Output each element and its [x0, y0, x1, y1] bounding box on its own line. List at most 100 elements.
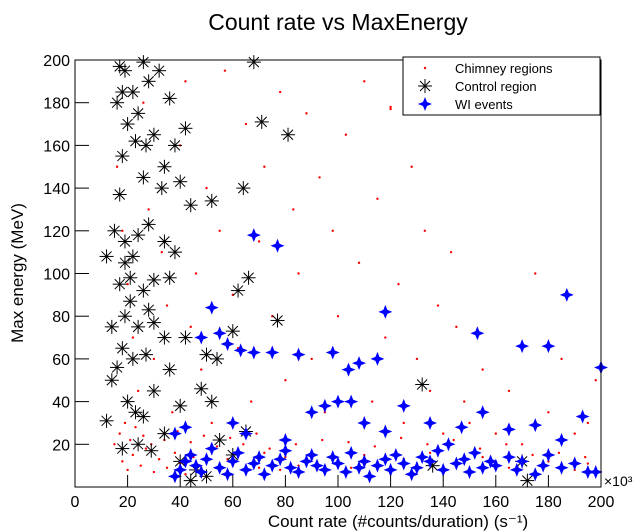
point — [430, 443, 445, 458]
legend-label: Chimney regions — [455, 61, 553, 76]
point — [396, 398, 411, 413]
x-tick-label: 60 — [224, 494, 242, 511]
point — [291, 465, 306, 480]
point — [436, 304, 440, 307]
marker-stroke — [119, 310, 131, 322]
x-axis-label: Count rate (#counts/duration) (s⁻¹) — [268, 512, 528, 531]
point — [362, 469, 377, 484]
point — [389, 105, 392, 109]
point — [402, 421, 405, 425]
marker-stroke — [116, 443, 128, 454]
point — [104, 373, 119, 388]
point — [225, 454, 240, 469]
point — [136, 170, 151, 185]
point — [204, 193, 219, 208]
marker-stroke — [243, 272, 254, 284]
point — [231, 283, 246, 298]
point — [584, 455, 587, 459]
point — [115, 341, 130, 356]
point — [212, 460, 227, 475]
point — [560, 357, 563, 361]
point — [241, 270, 256, 285]
marker-stroke — [132, 108, 144, 119]
point — [131, 319, 146, 334]
point — [210, 351, 225, 366]
point — [541, 447, 556, 462]
y-tick-label: 40 — [52, 395, 70, 412]
x-tick-label: 180 — [535, 494, 562, 511]
point — [305, 112, 308, 115]
marker-stroke — [214, 434, 226, 446]
marker-stroke — [145, 445, 157, 457]
point — [178, 330, 193, 345]
point — [475, 405, 490, 420]
point — [200, 368, 203, 371]
legend-label: WI events — [455, 97, 513, 112]
point — [99, 249, 114, 264]
point — [384, 336, 387, 339]
point — [520, 443, 524, 446]
point — [396, 456, 411, 471]
point — [117, 234, 132, 249]
point — [123, 421, 127, 425]
marker-stroke — [159, 428, 170, 439]
marker-stroke — [114, 189, 126, 200]
point — [383, 462, 398, 477]
point — [310, 357, 313, 361]
point — [376, 197, 379, 200]
point — [580, 465, 595, 480]
point — [225, 324, 240, 339]
marker-stroke — [148, 129, 160, 141]
point — [141, 74, 156, 89]
point — [370, 351, 385, 366]
point — [126, 282, 129, 286]
marker-stroke — [164, 272, 176, 284]
point — [147, 208, 150, 211]
point — [121, 229, 124, 232]
point — [165, 466, 169, 469]
marker-stroke — [138, 285, 149, 296]
point — [457, 452, 472, 467]
point — [292, 208, 295, 211]
marker-stroke — [169, 140, 181, 151]
point — [281, 127, 296, 142]
marker-stroke — [153, 65, 165, 77]
point — [123, 270, 138, 285]
marker-stroke — [180, 332, 191, 343]
point — [373, 445, 377, 448]
point — [304, 447, 319, 462]
point — [128, 134, 143, 149]
point — [462, 465, 477, 480]
point — [515, 454, 530, 469]
point — [409, 460, 424, 475]
point — [507, 466, 511, 469]
point — [118, 432, 121, 435]
point — [270, 238, 285, 253]
point — [397, 282, 400, 286]
marker-stroke — [148, 274, 160, 286]
point — [278, 433, 293, 448]
marker-stroke — [248, 56, 260, 68]
marker-stroke — [522, 475, 533, 486]
point — [120, 394, 135, 409]
point — [573, 432, 576, 435]
point — [410, 165, 413, 168]
x-tick-label: 80 — [277, 494, 295, 511]
point — [278, 468, 282, 472]
point — [173, 462, 188, 477]
point — [283, 460, 298, 475]
point — [131, 336, 135, 339]
point — [121, 460, 124, 463]
point — [162, 270, 177, 285]
point — [152, 470, 156, 474]
point — [120, 117, 135, 132]
point — [199, 347, 214, 362]
point — [236, 181, 251, 196]
marker-stroke — [106, 374, 118, 386]
marker-stroke — [116, 342, 128, 354]
point — [218, 229, 221, 232]
point — [547, 411, 550, 414]
marker-stroke — [124, 295, 136, 307]
point — [212, 326, 227, 341]
